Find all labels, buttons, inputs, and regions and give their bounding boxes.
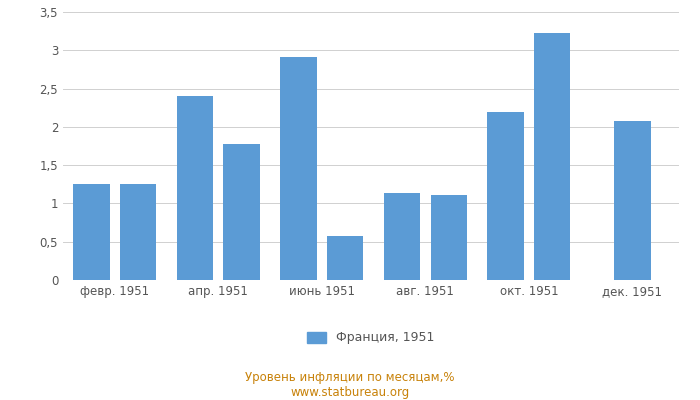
Bar bbox=[281, 57, 316, 280]
Bar bbox=[223, 144, 260, 280]
Bar bbox=[74, 184, 110, 280]
Bar bbox=[327, 236, 363, 280]
Text: www.statbureau.org: www.statbureau.org bbox=[290, 386, 410, 399]
Bar bbox=[120, 184, 156, 280]
Bar bbox=[177, 96, 213, 280]
Bar bbox=[534, 34, 570, 280]
Bar bbox=[615, 122, 650, 280]
Text: Уровень инфляции по месяцам,%: Уровень инфляции по месяцам,% bbox=[245, 372, 455, 384]
Bar bbox=[430, 195, 467, 280]
Bar bbox=[384, 194, 420, 280]
Bar bbox=[487, 112, 524, 280]
Legend: Франция, 1951: Франция, 1951 bbox=[302, 326, 440, 350]
